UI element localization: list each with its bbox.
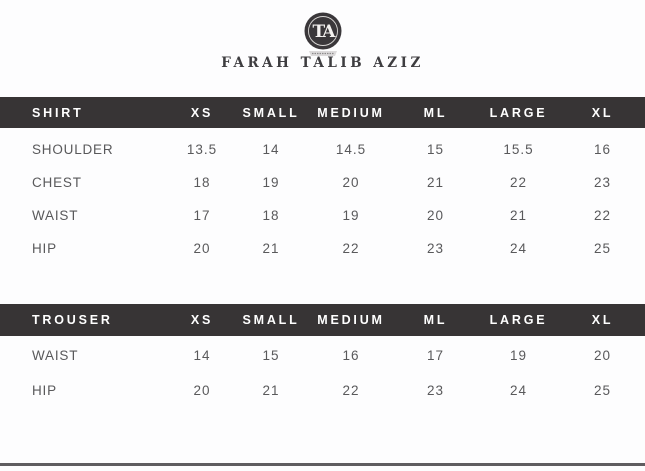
size-value: 17 (426, 348, 445, 363)
size-value: 16 (342, 348, 360, 363)
row-label: HIP (32, 241, 57, 256)
fta-monogram-crest-icon: TA (304, 12, 341, 56)
row-label: HIP (32, 383, 57, 398)
column-header-small: SMALL (242, 105, 300, 120)
trouser-table-body: WAIST 14 15 16 17 19 20 HIP 20 21 22 23 … (0, 338, 645, 408)
trouser-table-header: TROUSER XS SMALL MEDIUM ML LARGE XL (0, 304, 645, 336)
row-label: CHEST (32, 175, 82, 190)
monogram-text: TA (312, 22, 336, 42)
size-value: 17 (193, 208, 211, 223)
size-value: 20 (193, 241, 211, 256)
size-value: 15 (426, 142, 445, 157)
row-label: WAIST (32, 208, 79, 223)
size-value: 22 (509, 175, 528, 190)
size-value: 19 (342, 208, 360, 223)
size-value: 13.5 (186, 142, 218, 157)
size-value: 20 (593, 348, 612, 363)
column-header-ml: ML (423, 313, 448, 327)
size-value: 19 (262, 175, 280, 190)
brand-logo: TA (0, 11, 645, 59)
size-value: 22 (342, 241, 360, 256)
column-header-large: LARGE (489, 105, 548, 120)
size-value: 18 (193, 175, 211, 190)
size-value: 24 (509, 241, 528, 256)
table-row-hip: HIP 20 21 22 23 24 25 (0, 232, 645, 265)
size-value: 20 (193, 383, 211, 398)
shirt-table-header: SHIRT XS SMALL MEDIUM ML LARGE XL (0, 97, 645, 128)
size-value: 14 (193, 348, 211, 363)
shirt-table-body: SHOULDER 13.5 14 14.5 15 15.5 16 CHEST 1… (0, 133, 645, 265)
column-header-xs: XS (190, 313, 214, 327)
table-row-shoulder: SHOULDER 13.5 14 14.5 15 15.5 16 (0, 133, 645, 166)
size-value: 24 (509, 383, 528, 398)
size-value: 23 (593, 175, 612, 190)
size-value: 18 (262, 208, 280, 223)
brand-name: FARAH TALIB AZIZ (221, 55, 424, 71)
size-value: 21 (262, 241, 280, 256)
column-header-medium: MEDIUM (317, 105, 385, 120)
column-header-ml: ML (423, 105, 448, 120)
size-value: 25 (593, 383, 612, 398)
size-value: 21 (426, 175, 445, 190)
table-row-waist: WAIST 14 15 16 17 19 20 (0, 338, 645, 373)
size-value: 21 (509, 208, 528, 223)
shirt-header-title: SHIRT (32, 105, 84, 120)
size-value: 20 (426, 208, 445, 223)
size-value: 21 (262, 383, 280, 398)
size-value: 14 (262, 142, 280, 157)
row-label: WAIST (32, 348, 79, 363)
row-label: SHOULDER (32, 142, 114, 157)
table-row-waist: WAIST 17 18 19 20 21 22 (0, 199, 645, 232)
size-value: 14.5 (335, 142, 367, 157)
trouser-header-title: TROUSER (32, 313, 113, 327)
column-header-small: SMALL (242, 313, 300, 327)
size-value: 20 (342, 175, 360, 190)
bottom-divider (0, 463, 645, 466)
size-value: 23 (426, 241, 445, 256)
size-value: 19 (509, 348, 528, 363)
size-value: 15.5 (503, 142, 534, 157)
column-header-xl: XL (591, 105, 614, 120)
size-value: 22 (593, 208, 612, 223)
table-row-chest: CHEST 18 19 20 21 22 23 (0, 166, 645, 199)
size-value: 23 (426, 383, 445, 398)
size-value: 16 (593, 142, 612, 157)
column-header-xl: XL (591, 313, 614, 327)
size-value: 15 (262, 348, 280, 363)
size-value: 22 (342, 383, 360, 398)
table-row-hip: HIP 20 21 22 23 24 25 (0, 373, 645, 408)
column-header-large: LARGE (489, 313, 548, 327)
size-value: 25 (593, 241, 612, 256)
column-header-medium: MEDIUM (317, 313, 385, 327)
column-header-xs: XS (190, 105, 214, 120)
